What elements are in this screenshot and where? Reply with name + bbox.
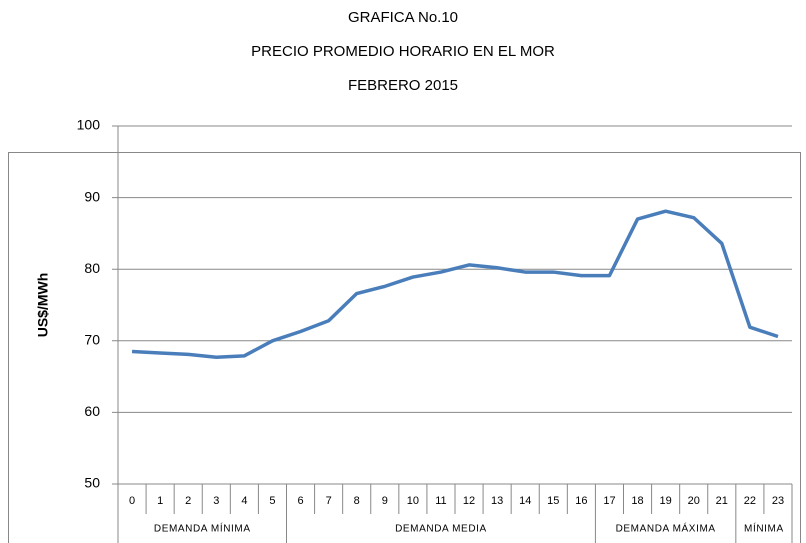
x-tick-label: 16	[575, 495, 587, 507]
group-label: DEMANDA MEDIA	[395, 524, 487, 535]
x-tick-label: 12	[463, 495, 475, 507]
chart-frame	[8, 152, 801, 543]
x-tick-label: 19	[660, 495, 672, 507]
group-label: MÍNIMA	[744, 522, 784, 535]
x-tick-label: 7	[326, 495, 332, 507]
line-series	[131, 209, 779, 360]
chart-title: GRAFICA No.10	[348, 9, 458, 26]
x-tick-label: 18	[631, 495, 643, 507]
x-tick-label: 9	[382, 495, 388, 507]
x-tick-label: 5	[269, 495, 275, 507]
x-tick-label: 6	[297, 495, 303, 507]
chart-title: PRECIO PROMEDIO HORARIO EN EL MOR	[251, 43, 555, 60]
x-tick-label: 11	[435, 495, 446, 507]
y-tick-label: 60	[84, 403, 100, 419]
x-tick-label: 4	[241, 495, 247, 507]
x-tick-label: 20	[688, 495, 700, 507]
group-label: DEMANDA MÍNIMA	[154, 522, 251, 535]
x-tick-label: 13	[491, 495, 503, 507]
x-tick-label: 3	[213, 495, 219, 507]
y-axis-title: US$/MWh	[35, 273, 51, 338]
y-tick-label: 50	[84, 475, 100, 491]
x-tick-label: 22	[744, 495, 756, 507]
x-tick-label: 10	[407, 495, 419, 507]
x-tick-label: 1	[157, 495, 163, 507]
y-tick-label: 80	[84, 260, 100, 276]
y-tick-label: 100	[77, 117, 101, 133]
x-tick-label: 21	[716, 495, 728, 507]
x-tick-label: 23	[772, 495, 784, 507]
x-tick-label: 17	[603, 495, 615, 507]
x-tick-label: 8	[354, 495, 360, 507]
x-tick-label: 2	[185, 495, 191, 507]
y-tick-label: 90	[84, 188, 100, 204]
y-tick-label: 70	[84, 332, 100, 348]
x-tick-label: 15	[547, 495, 559, 507]
chart-title: FEBRERO 2015	[348, 77, 458, 94]
x-tick-label: 14	[519, 495, 531, 507]
x-tick-label: 0	[129, 495, 135, 507]
group-label: DEMANDA MÁXIMA	[616, 522, 716, 535]
